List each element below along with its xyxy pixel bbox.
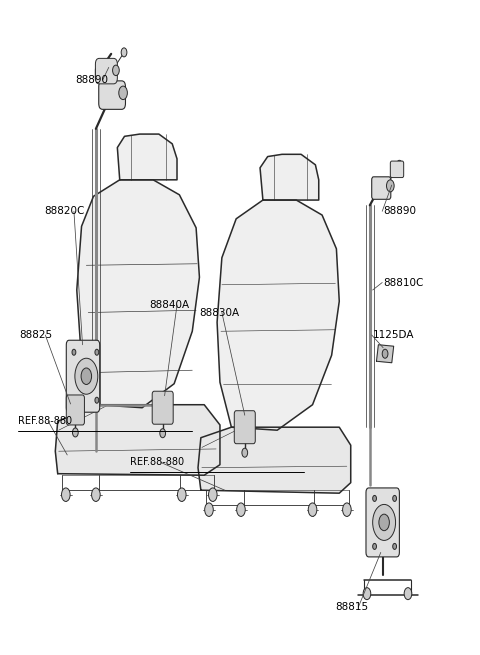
- Circle shape: [204, 503, 213, 516]
- Polygon shape: [55, 405, 220, 475]
- Text: 1125DA: 1125DA: [372, 330, 414, 340]
- Circle shape: [72, 428, 78, 437]
- Circle shape: [382, 349, 388, 358]
- Text: 88840A: 88840A: [149, 300, 190, 310]
- Polygon shape: [376, 345, 394, 363]
- Circle shape: [119, 86, 127, 100]
- Circle shape: [372, 495, 376, 502]
- Polygon shape: [77, 180, 199, 407]
- Circle shape: [95, 349, 99, 355]
- Circle shape: [92, 488, 100, 502]
- Circle shape: [75, 358, 98, 394]
- Polygon shape: [217, 200, 339, 430]
- Circle shape: [386, 180, 394, 192]
- Circle shape: [81, 368, 92, 384]
- Circle shape: [242, 448, 248, 457]
- FancyBboxPatch shape: [372, 177, 391, 199]
- FancyBboxPatch shape: [96, 58, 117, 84]
- Text: REF.88-880: REF.88-880: [18, 416, 72, 426]
- Circle shape: [404, 588, 412, 599]
- Circle shape: [379, 514, 389, 531]
- Circle shape: [61, 488, 70, 502]
- Text: 88830A: 88830A: [199, 307, 240, 318]
- Polygon shape: [260, 155, 319, 200]
- Text: 88890: 88890: [75, 75, 108, 85]
- FancyBboxPatch shape: [66, 395, 84, 425]
- Text: 88820C: 88820C: [44, 206, 84, 216]
- Text: 88810C: 88810C: [383, 278, 423, 288]
- Text: 88890: 88890: [383, 206, 416, 216]
- Circle shape: [363, 588, 371, 599]
- Polygon shape: [198, 427, 351, 493]
- Circle shape: [396, 160, 402, 169]
- FancyBboxPatch shape: [66, 340, 100, 412]
- Circle shape: [208, 488, 217, 502]
- FancyBboxPatch shape: [152, 391, 173, 424]
- Polygon shape: [117, 134, 177, 180]
- Circle shape: [72, 397, 76, 403]
- Circle shape: [343, 503, 351, 516]
- FancyBboxPatch shape: [99, 81, 125, 109]
- FancyBboxPatch shape: [390, 161, 404, 178]
- Circle shape: [121, 48, 127, 57]
- Circle shape: [393, 544, 396, 550]
- Text: 88825: 88825: [20, 330, 53, 340]
- Circle shape: [237, 503, 245, 516]
- Text: REF.88-880: REF.88-880: [130, 457, 184, 468]
- Circle shape: [72, 349, 76, 355]
- Circle shape: [372, 504, 396, 540]
- Circle shape: [160, 429, 166, 438]
- Circle shape: [393, 495, 396, 502]
- Circle shape: [178, 488, 186, 502]
- Circle shape: [308, 503, 317, 516]
- Circle shape: [113, 65, 119, 75]
- Text: 88815: 88815: [336, 602, 369, 612]
- Circle shape: [95, 397, 99, 403]
- FancyBboxPatch shape: [234, 411, 255, 443]
- Circle shape: [372, 544, 376, 550]
- FancyBboxPatch shape: [366, 488, 399, 557]
